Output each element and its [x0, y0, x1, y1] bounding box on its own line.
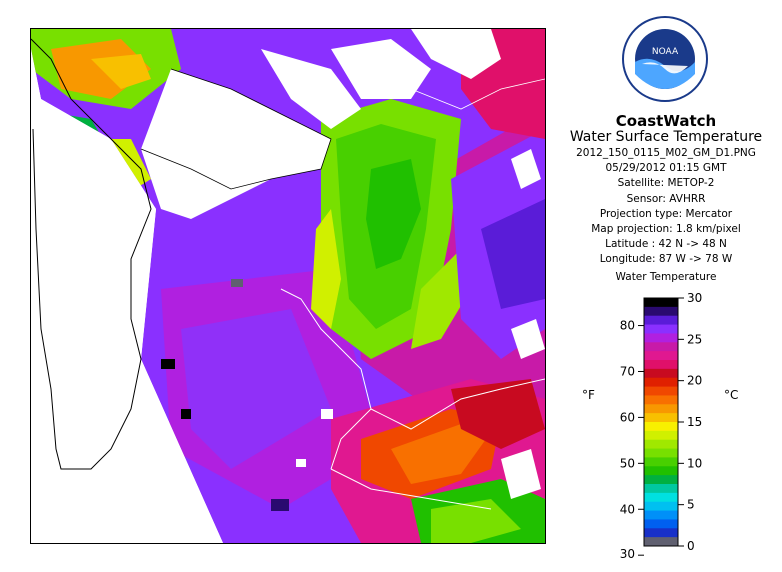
legend-swatch	[644, 528, 678, 538]
legend-swatch	[644, 510, 678, 520]
product-title: Water Surface Temperature	[569, 129, 763, 145]
legend-swatch	[644, 333, 678, 343]
legend-swatch	[644, 448, 678, 458]
sst-map-canvas	[31, 29, 545, 543]
fahrenheit-tick-label: 40	[620, 502, 635, 516]
fahrenheit-tick-label: 30	[620, 547, 635, 560]
land-mass	[31, 49, 223, 543]
legend-swatch	[644, 484, 678, 494]
legend-swatch	[644, 466, 678, 476]
legend-swatch	[644, 360, 678, 370]
brand-title: CoastWatch	[615, 112, 717, 130]
legend-swatch	[644, 315, 678, 326]
sst-map[interactable]	[30, 28, 546, 544]
legend-swatch	[644, 404, 678, 414]
celsius-tick-label: 25	[687, 332, 702, 346]
legend-swatch	[644, 475, 678, 485]
legend-swatch	[644, 306, 678, 317]
map-projection: Map projection: 1.8 km/pixel	[591, 223, 741, 236]
celsius-tick-label: 5	[687, 498, 695, 512]
legend-swatch	[644, 351, 678, 361]
legend-swatch	[644, 368, 678, 379]
legend-swatch	[644, 457, 678, 467]
metadata-panel: 2012_150_0115_M02_GM_D1.PNG 05/29/2012 0…	[560, 146, 772, 268]
celsius-tick-label: 20	[687, 374, 702, 388]
fahrenheit-unit: °F	[582, 388, 595, 402]
celsius-tick-label: 0	[687, 539, 695, 553]
satellite: Satellite: METOP-2	[617, 177, 715, 190]
noaa-logo-icon: NOAA	[622, 16, 708, 102]
legend-swatch	[644, 342, 678, 352]
legend-swatch	[644, 395, 678, 405]
legend-swatch	[644, 519, 678, 529]
legend-swatch	[644, 439, 678, 450]
fahrenheit-tick-label: 60	[620, 410, 635, 424]
temperature-field	[31, 29, 545, 543]
fahrenheit-tick-label: 50	[620, 456, 635, 470]
legend-swatch	[644, 422, 678, 432]
longitude-range: Longitude: 87 W -> 78 W	[599, 253, 733, 266]
legend-swatch	[644, 501, 678, 512]
legend-swatch	[644, 324, 678, 334]
filename: 2012_150_0115_M02_GM_D1.PNG	[576, 147, 756, 159]
celsius-tick-label: 15	[687, 415, 702, 429]
legend-swatch	[644, 430, 678, 441]
legend-title: Water Temperature	[615, 271, 717, 283]
coastline	[31, 38, 152, 470]
legend-swatch	[644, 298, 678, 308]
projection-type: Projection type: Mercator	[599, 207, 733, 220]
fahrenheit-tick-label: 70	[620, 364, 635, 378]
legend-swatch	[644, 413, 678, 423]
logo-text: NOAA	[652, 47, 679, 57]
legend-swatch	[644, 492, 678, 503]
legend-swatch	[644, 537, 678, 547]
celsius-tick-label: 10	[687, 456, 702, 470]
legend-swatch	[644, 377, 678, 388]
legend-swatch	[644, 386, 678, 396]
temperature-legend: 30 25 20 15 10 5 0 80 70 60 50 40 30 °F °C	[578, 290, 748, 561]
sensor: Sensor: AVHRR	[626, 192, 706, 205]
land-mass-north	[141, 69, 331, 219]
datetime: 05/29/2012 01:15 GMT	[605, 162, 727, 175]
latitude-range: Latitude : 42 N -> 48 N	[605, 238, 727, 251]
border-line	[280, 288, 372, 470]
fahrenheit-tick-label: 80	[620, 319, 635, 333]
celsius-tick-label: 30	[687, 291, 702, 305]
celsius-unit: °C	[724, 388, 739, 402]
